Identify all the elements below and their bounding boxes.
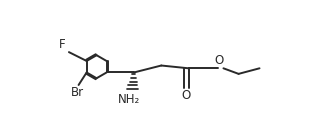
Text: O: O (215, 54, 224, 67)
Text: Br: Br (71, 86, 83, 99)
Text: O: O (182, 89, 191, 102)
Text: F: F (59, 38, 66, 51)
Text: NH₂: NH₂ (118, 93, 140, 106)
